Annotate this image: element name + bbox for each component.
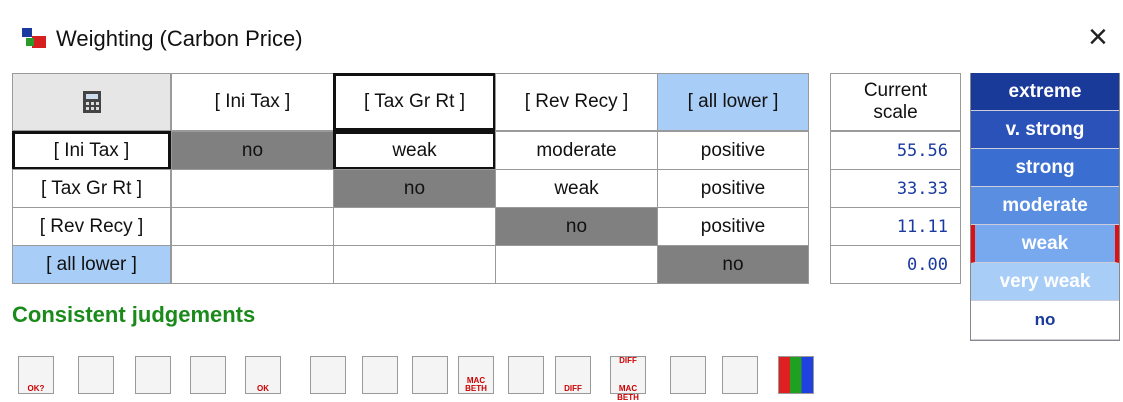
row-header[interactable]: [ all lower ] [12,245,171,284]
matrix-cell[interactable] [333,245,496,284]
toolbar-button[interactable] [670,356,706,394]
matrix-cell[interactable] [495,245,658,284]
column-header[interactable]: [ all lower ] [657,73,809,131]
legend-item[interactable]: no [971,301,1119,340]
matrix-cell[interactable]: moderate [495,131,658,170]
toolbar-button[interactable] [508,356,544,394]
column-header[interactable]: [ Tax Gr Rt ] [333,73,496,131]
toolbar-button[interactable]: OK [245,356,281,394]
scale-value: 11.11 [830,207,961,246]
toolbar-button[interactable]: DIFF [610,356,646,394]
toolbar-button[interactable]: OK? [18,356,54,394]
matrix-cell[interactable]: no [495,207,658,246]
column-header[interactable]: [ Ini Tax ] [171,73,334,131]
close-button[interactable]: × [1088,18,1108,56]
matrix-cell[interactable]: positive [657,169,809,208]
matrix-cell[interactable]: weak [333,131,496,170]
matrix-cell[interactable]: no [657,245,809,284]
row-header[interactable]: [ Ini Tax ] [12,131,171,170]
app-icon [22,28,48,50]
scale-header: Current scale [830,73,961,131]
toolbar-button-label: MAC BETH [617,384,639,402]
matrix-cell[interactable]: weak [495,169,658,208]
toolbar-button[interactable] [722,356,758,394]
matrix-cell[interactable]: positive [657,207,809,246]
toolbar-button[interactable] [78,356,114,394]
matrix-cell[interactable]: no [171,131,334,170]
matrix-cell[interactable] [333,207,496,246]
legend-item[interactable]: v. strong [971,111,1119,149]
scale-value: 0.00 [830,245,961,284]
toolbar-button[interactable]: MAC BETH [458,356,494,394]
toolbar-button[interactable] [412,356,448,394]
toolbar-button[interactable]: DIFF [555,356,591,394]
toolbar-button[interactable] [778,356,814,394]
matrix-cell[interactable] [171,169,334,208]
row-header[interactable]: [ Rev Recy ] [12,207,171,246]
matrix-cell[interactable]: positive [657,131,809,170]
legend-item[interactable]: extreme [971,73,1119,111]
toolbar-button[interactable] [362,356,398,394]
legend-item[interactable]: very weak [971,263,1119,301]
legend-item[interactable]: strong [971,149,1119,187]
matrix-cell[interactable]: no [333,169,496,208]
legend-item[interactable]: weak [971,225,1119,263]
calculator-button[interactable] [12,73,171,131]
matrix-cell[interactable] [171,245,334,284]
toolbar-button[interactable] [135,356,171,394]
legend-item[interactable]: moderate [971,187,1119,225]
status-text: Consistent judgements [12,302,256,327]
scale-value: 55.56 [830,131,961,170]
scale-value: 33.33 [830,169,961,208]
matrix-cell[interactable] [171,207,334,246]
window-title: Weighting (Carbon Price) [56,26,303,51]
column-header[interactable]: [ Rev Recy ] [495,73,658,131]
row-header[interactable]: [ Tax Gr Rt ] [12,169,171,208]
toolbar-button[interactable] [310,356,346,394]
toolbar-button[interactable] [190,356,226,394]
